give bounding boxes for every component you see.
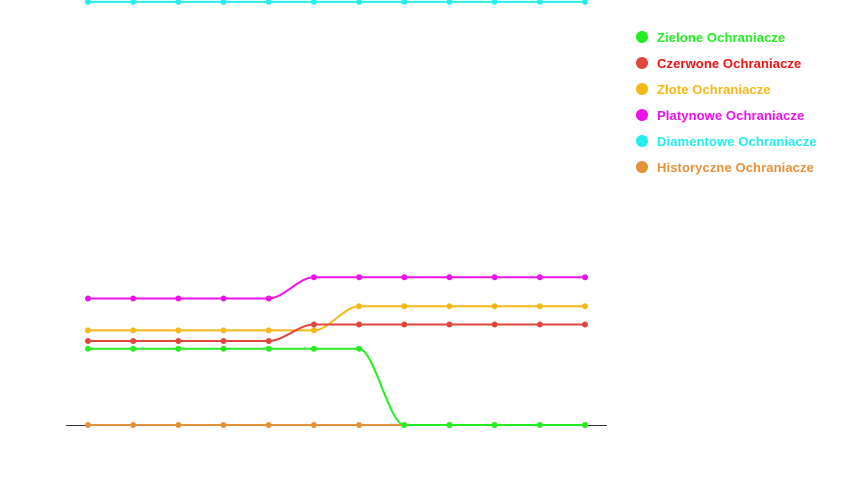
series-diamentowe-ochraniacze — [85, 0, 588, 5]
legend-swatch-icon — [636, 161, 648, 173]
data-point-czerwone-ochraniacze-8[interactable] — [401, 321, 408, 328]
data-point-platynowe-ochraniacze-6[interactable] — [310, 274, 317, 281]
data-point-diamentowe-ochraniacze-3[interactable] — [175, 0, 182, 5]
data-point-zlote-ochraniacze-7[interactable] — [356, 303, 363, 310]
series-line-platynowe-ochraniacze — [88, 276, 585, 300]
data-point-zlote-ochraniacze-6[interactable] — [310, 327, 317, 334]
data-point-historyczne-ochraniacze-1[interactable] — [85, 422, 91, 428]
data-point-zielone-ochraniacze-10[interactable] — [491, 422, 498, 428]
data-point-zlote-ochraniacze-10[interactable] — [491, 303, 498, 310]
data-point-diamentowe-ochraniacze-4[interactable] — [220, 0, 227, 5]
series-line-czerwone-ochraniacze — [88, 323, 585, 342]
legend-swatch-icon — [636, 135, 648, 147]
data-point-zielone-ochraniacze-9[interactable] — [446, 422, 453, 428]
legend-item-historyczne-ochraniacze[interactable]: Historyczne Ochraniacze — [636, 154, 817, 180]
data-point-platynowe-ochraniacze-1[interactable] — [85, 295, 91, 302]
data-point-historyczne-ochraniacze-5[interactable] — [265, 422, 272, 428]
data-point-historyczne-ochraniacze-3[interactable] — [175, 422, 182, 428]
legend-item-zlote-ochraniacze[interactable]: Złote Ochraniacze — [636, 76, 817, 102]
data-point-czerwone-ochraniacze-2[interactable] — [130, 337, 137, 344]
legend-swatch-icon — [636, 109, 648, 121]
data-point-zlote-ochraniacze-2[interactable] — [130, 327, 137, 334]
legend-item-platynowe-ochraniacze[interactable]: Platynowe Ochraniacze — [636, 102, 817, 128]
legend-item-diamentowe-ochraniacze[interactable]: Diamentowe Ochraniacze — [636, 128, 817, 154]
data-point-historyczne-ochraniacze-2[interactable] — [130, 422, 137, 428]
data-point-diamentowe-ochraniacze-1[interactable] — [85, 0, 91, 5]
data-point-zlote-ochraniacze-12[interactable] — [582, 303, 588, 310]
data-point-czerwone-ochraniacze-6[interactable] — [310, 321, 317, 328]
data-point-zielone-ochraniacze-7[interactable] — [356, 345, 363, 352]
legend-swatch-icon — [636, 83, 648, 95]
data-point-zlote-ochraniacze-1[interactable] — [85, 327, 91, 334]
data-point-zlote-ochraniacze-11[interactable] — [536, 303, 543, 310]
legend-label: Diamentowe Ochraniacze — [657, 133, 817, 149]
data-point-diamentowe-ochraniacze-7[interactable] — [356, 0, 363, 5]
data-point-diamentowe-ochraniacze-8[interactable] — [401, 0, 408, 5]
series-zlote-ochraniacze — [85, 303, 588, 334]
data-point-platynowe-ochraniacze-4[interactable] — [220, 295, 227, 302]
data-point-zlote-ochraniacze-9[interactable] — [446, 303, 453, 310]
data-point-historyczne-ochraniacze-4[interactable] — [220, 422, 227, 428]
data-point-platynowe-ochraniacze-7[interactable] — [356, 274, 363, 281]
data-point-diamentowe-ochraniacze-10[interactable] — [491, 0, 498, 5]
legend-label: Czerwone Ochraniacze — [657, 55, 802, 71]
data-point-platynowe-ochraniacze-3[interactable] — [175, 295, 182, 302]
legend-label: Historyczne Ochraniacze — [657, 159, 814, 175]
data-point-platynowe-ochraniacze-12[interactable] — [582, 274, 588, 281]
data-point-zielone-ochraniacze-2[interactable] — [130, 345, 137, 352]
series-line-zielone-ochraniacze — [88, 347, 585, 426]
data-point-czerwone-ochraniacze-10[interactable] — [491, 321, 498, 328]
data-point-zielone-ochraniacze-3[interactable] — [175, 345, 182, 352]
legend: Zielone Ochraniacze Czerwone Ochraniacze Z… — [636, 24, 817, 180]
data-point-zielone-ochraniacze-4[interactable] — [220, 345, 227, 352]
data-point-diamentowe-ochraniacze-11[interactable] — [536, 0, 543, 5]
data-point-czerwone-ochraniacze-4[interactable] — [220, 337, 227, 344]
legend-label: Platynowe Ochraniacze — [657, 107, 805, 123]
legend-item-zielone-ochraniacze[interactable]: Zielone Ochraniacze — [636, 24, 817, 50]
data-point-czerwone-ochraniacze-3[interactable] — [175, 337, 182, 344]
series-platynowe-ochraniacze — [85, 274, 588, 302]
data-point-historyczne-ochraniacze-7[interactable] — [356, 422, 363, 428]
legend-swatch-icon — [636, 31, 648, 43]
legend-item-czerwone-ochraniacze[interactable]: Czerwone Ochraniacze — [636, 50, 817, 76]
data-point-historyczne-ochraniacze-6[interactable] — [310, 422, 317, 428]
legend-swatch-icon — [636, 57, 648, 69]
data-point-czerwone-ochraniacze-12[interactable] — [582, 321, 588, 328]
data-point-platynowe-ochraniacze-5[interactable] — [265, 295, 272, 302]
data-point-platynowe-ochraniacze-8[interactable] — [401, 274, 408, 281]
data-point-zlote-ochraniacze-4[interactable] — [220, 327, 227, 334]
data-point-zielone-ochraniacze-1[interactable] — [85, 345, 91, 352]
data-point-zielone-ochraniacze-6[interactable] — [310, 345, 317, 352]
data-point-diamentowe-ochraniacze-12[interactable] — [582, 0, 588, 5]
legend-label: Zielone Ochraniacze — [657, 29, 786, 45]
data-point-zlote-ochraniacze-8[interactable] — [401, 303, 408, 310]
data-point-czerwone-ochraniacze-5[interactable] — [265, 337, 272, 344]
data-point-czerwone-ochraniacze-7[interactable] — [356, 321, 363, 328]
data-point-zielone-ochraniacze-12[interactable] — [582, 422, 588, 428]
data-point-diamentowe-ochraniacze-2[interactable] — [130, 0, 137, 5]
data-point-zielone-ochraniacze-5[interactable] — [265, 345, 272, 352]
legend-label: Złote Ochraniacze — [657, 81, 771, 97]
data-point-diamentowe-ochraniacze-6[interactable] — [310, 0, 317, 5]
data-point-czerwone-ochraniacze-9[interactable] — [446, 321, 453, 328]
data-point-diamentowe-ochraniacze-9[interactable] — [446, 0, 453, 5]
data-point-platynowe-ochraniacze-11[interactable] — [536, 274, 543, 281]
data-point-platynowe-ochraniacze-10[interactable] — [491, 274, 498, 281]
series-line-zlote-ochraniacze — [88, 305, 585, 332]
data-point-platynowe-ochraniacze-9[interactable] — [446, 274, 453, 281]
data-point-platynowe-ochraniacze-2[interactable] — [130, 295, 137, 302]
data-point-czerwone-ochraniacze-11[interactable] — [536, 321, 543, 328]
data-point-czerwone-ochraniacze-1[interactable] — [85, 337, 91, 344]
data-point-zielone-ochraniacze-11[interactable] — [536, 422, 543, 428]
data-point-zlote-ochraniacze-5[interactable] — [265, 327, 272, 334]
data-point-zielone-ochraniacze-8[interactable] — [401, 422, 408, 428]
series-czerwone-ochraniacze — [85, 321, 588, 344]
data-point-diamentowe-ochraniacze-5[interactable] — [265, 0, 272, 5]
series-zielone-ochraniacze — [85, 345, 588, 428]
data-point-zlote-ochraniacze-3[interactable] — [175, 327, 182, 334]
